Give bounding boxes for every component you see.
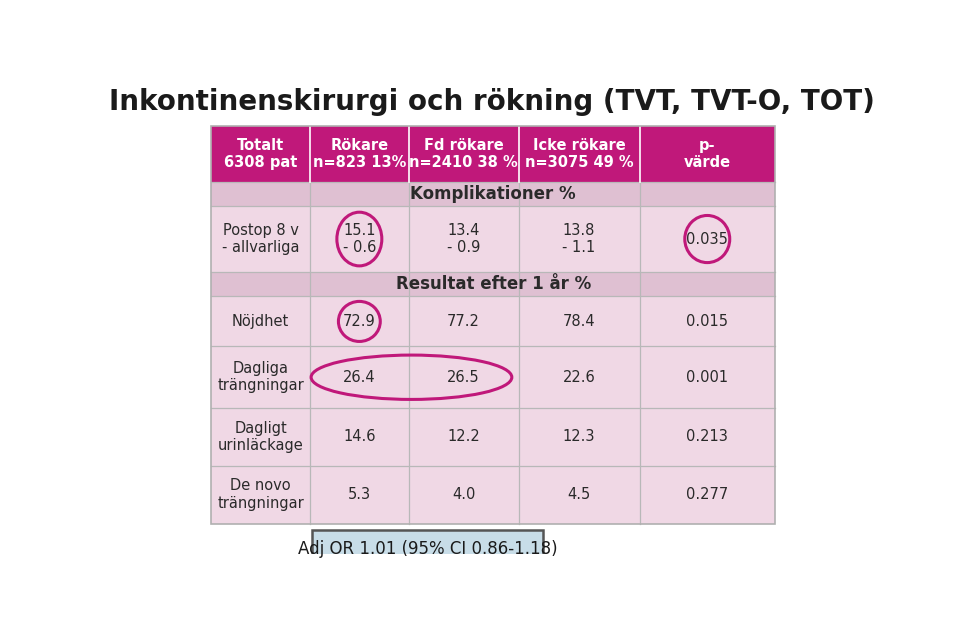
Bar [211, 126, 775, 182]
Text: Adj OR 1.01 (95% CI 0.86-1.18): Adj OR 1.01 (95% CI 0.86-1.18) [298, 539, 558, 557]
Text: Icke rökare
n=3075 49 %: Icke rökare n=3075 49 % [525, 137, 634, 170]
Text: p-
värde: p- värde [684, 137, 731, 170]
Text: Fd rökare
n=2410 38 %: Fd rökare n=2410 38 % [409, 137, 518, 170]
Text: 13.4
- 0.9: 13.4 - 0.9 [447, 223, 480, 255]
Text: 13.8
- 1.1: 13.8 - 1.1 [563, 223, 596, 255]
Text: 4.5: 4.5 [567, 487, 590, 502]
Text: 0.213: 0.213 [686, 429, 729, 445]
Text: De novo
trängningar: De novo trängningar [217, 478, 304, 511]
Bar [211, 408, 775, 466]
Text: Rökare
n=823 13%: Rökare n=823 13% [313, 137, 406, 170]
Text: 26.5: 26.5 [447, 369, 480, 385]
Text: 0.001: 0.001 [686, 369, 729, 385]
Text: Resultat efter 1 år %: Resultat efter 1 år % [396, 275, 590, 293]
Text: 77.2: 77.2 [447, 314, 480, 329]
Text: Totalt
6308 pat: Totalt 6308 pat [224, 137, 298, 170]
Text: 12.3: 12.3 [563, 429, 595, 445]
Bar [211, 297, 775, 346]
Text: 14.6: 14.6 [343, 429, 375, 445]
Text: 26.4: 26.4 [343, 369, 375, 385]
Text: 78.4: 78.4 [563, 314, 595, 329]
Text: 22.6: 22.6 [563, 369, 595, 385]
Bar [211, 272, 775, 297]
Text: 12.2: 12.2 [447, 429, 480, 445]
FancyBboxPatch shape [312, 530, 543, 567]
Text: Dagligt
urinläckage: Dagligt urinläckage [218, 420, 303, 453]
Text: 5.3: 5.3 [348, 487, 371, 502]
Bar [211, 466, 775, 524]
Text: Inkontinenskirurgi och rökning (TVT, TVT-O, TOT): Inkontinenskirurgi och rökning (TVT, TVT… [109, 88, 875, 116]
Text: 72.9: 72.9 [343, 314, 375, 329]
Bar [211, 346, 775, 408]
Bar [211, 126, 775, 524]
Text: 0.277: 0.277 [686, 487, 729, 502]
Text: Dagliga
trängningar: Dagliga trängningar [217, 361, 304, 394]
Text: 15.1
- 0.6: 15.1 - 0.6 [343, 223, 376, 255]
Text: Komplikationer %: Komplikationer % [410, 185, 576, 203]
Text: 4.0: 4.0 [452, 487, 475, 502]
Text: Postop 8 v
- allvarliga: Postop 8 v - allvarliga [222, 223, 300, 255]
Bar [211, 207, 775, 272]
Text: 0.035: 0.035 [686, 231, 729, 246]
Bar [211, 182, 775, 207]
Text: 0.015: 0.015 [686, 314, 729, 329]
Text: Nöjdhet: Nöjdhet [232, 314, 289, 329]
